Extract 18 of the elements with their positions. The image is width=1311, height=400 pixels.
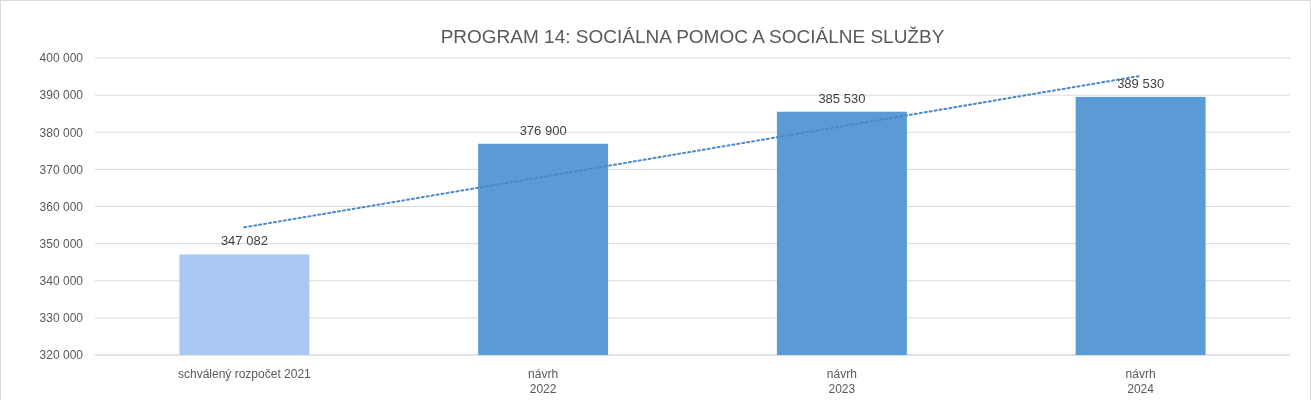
data-label: 385 530 (818, 90, 866, 106)
y-tick-label: 340 000 (39, 274, 84, 289)
data-label: 347 082 (220, 233, 268, 249)
x-tick-label: návrh 2024 (1125, 367, 1156, 396)
y-tick-label: 330 000 (39, 311, 84, 326)
y-tick-label: 320 000 (39, 348, 84, 363)
y-tick-label: 390 000 (39, 88, 84, 103)
y-tick-label: 350 000 (39, 236, 84, 251)
y-tick-label: 380 000 (39, 125, 84, 140)
chart-title: PROGRAM 14: SOCIÁLNA POMOC A SOCIÁLNE SLUŽBY (440, 26, 945, 47)
x-tick-label: návrh 2022 (528, 367, 559, 396)
y-tick-label: 400 000 (39, 51, 84, 66)
data-label: 389 530 (1117, 75, 1165, 91)
data-label: 376 900 (519, 122, 567, 138)
y-tick-label: 360 000 (39, 199, 84, 214)
x-tick-label: schválený rozpočet 2021 (178, 367, 312, 381)
y-tick-label: 370 000 (39, 162, 84, 177)
x-tick-label: návrh 2023 (826, 367, 857, 396)
